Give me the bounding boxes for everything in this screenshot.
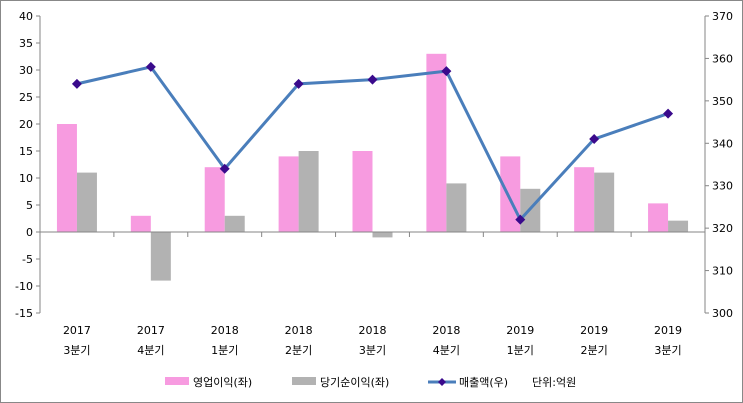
bar-operating-profit (426, 53, 447, 232)
right-tick-label: 320 (712, 222, 733, 235)
bar-operating-profit (278, 156, 299, 232)
revenue-marker (515, 214, 526, 225)
left-tick-label: -10 (15, 280, 33, 293)
category-quarter-label: 2분기 (285, 344, 312, 357)
right-tick-label: 350 (712, 95, 733, 108)
right-tick-label: 340 (712, 137, 733, 150)
bar-net-income (372, 232, 393, 238)
left-tick-label: 15 (19, 145, 33, 158)
left-tick-label: 20 (19, 118, 33, 131)
bar-operating-profit (574, 167, 595, 232)
bar-net-income (224, 215, 245, 232)
category-year-label: 2018 (359, 324, 387, 337)
bar-net-income (76, 172, 97, 232)
category-quarter-label: 1분기 (507, 344, 534, 357)
left-tick-label: 35 (19, 37, 33, 50)
category-quarter-label: 4분기 (433, 344, 460, 357)
left-tick-label: 0 (26, 226, 33, 239)
bar-net-income (446, 183, 467, 232)
bar-operating-profit (648, 203, 669, 232)
revenue-marker (219, 163, 230, 174)
bar-net-income (298, 151, 319, 232)
category-quarter-label: 3분기 (359, 344, 386, 357)
bar-operating-profit (352, 151, 373, 232)
legend-swatch-net-income (292, 377, 316, 385)
bar-net-income (150, 232, 171, 281)
bar-operating-profit (204, 167, 225, 232)
unit-note: 단위:억원 (532, 376, 576, 389)
left-tick-label: 30 (19, 64, 33, 77)
left-tick-label: 25 (19, 91, 33, 104)
category-quarter-label: 2분기 (581, 344, 608, 357)
revenue-marker (663, 108, 674, 119)
category-year-label: 2019 (580, 324, 608, 337)
right-tick-label: 300 (712, 307, 733, 320)
category-quarter-label: 3분기 (63, 344, 90, 357)
category-year-label: 2018 (211, 324, 239, 337)
category-year-label: 2019 (506, 324, 534, 337)
category-quarter-label: 3분기 (654, 344, 681, 357)
bar-operating-profit (500, 156, 521, 232)
right-tick-label: 330 (712, 180, 733, 193)
legend-label-net-income: 당기순이익(좌) (320, 376, 389, 389)
legend-label-revenue: 매출액(우) (459, 376, 508, 389)
revenue-marker (441, 66, 452, 77)
legend-label-operating-profit: 영업이익(좌) (193, 376, 252, 389)
category-year-label: 2017 (63, 324, 91, 337)
revenue-marker (293, 78, 304, 89)
bar-operating-profit (56, 124, 77, 232)
bar-operating-profit (130, 215, 151, 232)
category-quarter-label: 4분기 (137, 344, 164, 357)
revenue-marker (589, 134, 600, 145)
category-year-label: 2019 (654, 324, 682, 337)
category-year-label: 2017 (137, 324, 165, 337)
revenue-marker (145, 61, 156, 72)
left-tick-label: 10 (19, 172, 33, 185)
right-tick-label: 360 (712, 52, 733, 65)
category-year-label: 2018 (432, 324, 460, 337)
left-tick-label: 5 (26, 199, 33, 212)
category-quarter-label: 1분기 (211, 344, 238, 357)
left-tick-label: -15 (15, 307, 33, 320)
left-tick-label: -5 (22, 253, 33, 266)
right-tick-label: 310 (712, 265, 733, 278)
bar-net-income (668, 220, 689, 232)
legend-swatch-operating-profit (165, 377, 189, 385)
revenue-marker (367, 74, 378, 85)
legend-marker-revenue (438, 378, 446, 386)
left-tick-label: 40 (19, 10, 33, 23)
revenue-marker (71, 78, 82, 89)
right-tick-label: 370 (712, 10, 733, 23)
bar-net-income (594, 172, 615, 232)
category-year-label: 2018 (285, 324, 313, 337)
